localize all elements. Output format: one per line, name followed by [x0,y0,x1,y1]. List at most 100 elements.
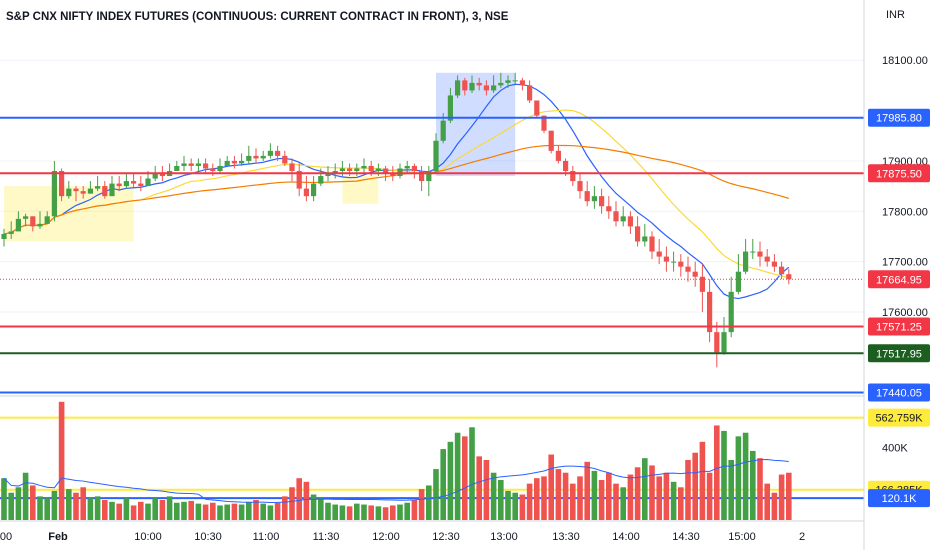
volume-bar [606,472,612,520]
volume-bar [656,476,662,520]
candle-body [159,173,165,177]
volume-bar [620,487,626,520]
candle-body [181,163,187,166]
horizontal-levels[interactable] [0,116,864,394]
volume-bar [274,502,281,520]
level-price-label: 17571.25 [876,321,922,333]
candle-body [361,165,367,169]
volume-bar [742,432,749,520]
volume-bar [699,441,706,520]
volume-bar [627,474,634,520]
volume-bar [404,502,410,520]
volume-bar [181,501,187,520]
candle-body [534,100,540,116]
candle-body [591,196,597,202]
time-tick-label: 11:30 [313,531,340,543]
volume-bar [541,476,547,520]
candle-body [109,183,115,197]
candle-body [462,80,468,91]
volume-bar [771,492,778,520]
candle-body [1,233,7,239]
candle-body [483,85,489,91]
volume-bar [296,478,302,520]
candle-body [217,165,223,171]
candle-body [8,231,14,234]
candle-body [195,163,201,166]
candle-body [613,211,619,222]
candle-body [548,130,554,151]
price-axis[interactable]: 18100.0017900.0017800.0017700.0017600.00… [868,55,930,508]
candle-body [267,150,273,156]
volume-bar [30,485,36,520]
time-tick-label: Feb [48,531,68,543]
candle-body [743,251,749,272]
volume-bar [649,465,655,520]
volume-bar [577,476,583,520]
candle-body [570,170,576,182]
volume-bar [728,460,734,520]
volume-bar [188,500,194,520]
time-tick-label: 10:30 [194,531,222,543]
volume-bar [584,461,590,520]
volume-bar [440,449,446,520]
candle-body [37,223,43,227]
candle-body [498,82,504,86]
volume-bar [282,496,288,520]
volume-bar [764,483,770,520]
volume-bar [490,472,497,520]
time-tick-label: 12:30 [432,531,460,543]
volume-bar [721,430,727,520]
candle-body [491,85,497,91]
volume-bar [570,483,576,520]
candle-body [210,168,216,171]
candle-body [383,168,389,174]
candle-body [152,173,158,179]
candle-body [563,160,569,171]
volume-bars [1,401,792,520]
candle-body [714,332,720,353]
candle-body [102,186,108,197]
level-price-label: 17440.05 [876,388,922,400]
time-tick-label: 00 [0,531,12,543]
volume-bar [735,436,742,520]
candle-body [73,188,79,192]
candle-body [527,85,533,101]
volume-bar [253,500,259,520]
level-price-label-box [868,317,930,336]
candle-body [555,150,561,161]
volume-bar [15,487,22,520]
last-price-label: 17664.95 [876,274,922,286]
candle-body [404,165,410,169]
candle-body [692,271,698,277]
candle-body [419,170,425,182]
volume-bar [368,505,374,520]
volume-bar [678,487,684,520]
candle-body [728,291,734,333]
candle-body [145,178,151,187]
candle-body [721,332,727,353]
volume-bar [202,504,209,520]
volume-bar [426,485,432,520]
candle-body [131,181,137,184]
candle-body [275,150,281,156]
candle-body [282,155,288,164]
candle-body [663,256,669,262]
candle-body [375,168,381,171]
volume-bar [246,501,252,520]
candle-body [505,80,511,83]
level-price-label: 17985.80 [876,113,922,125]
volume-bar [325,502,331,520]
candle-body [231,160,237,164]
time-tick-label: 12:00 [372,531,400,543]
volume-bar [37,496,43,520]
volume-bar [692,452,698,520]
time-axis[interactable]: 00 Feb 10:00 10:30 11:00 11:30 12:00 12:30 13:00… [0,531,805,543]
candle-body [469,82,475,91]
volume-bar [210,502,216,520]
currency-label: INR [886,9,905,21]
volume-bar [786,472,792,520]
volume-bar [505,490,511,520]
volume-bar [123,498,130,520]
volume-bar [598,480,605,520]
